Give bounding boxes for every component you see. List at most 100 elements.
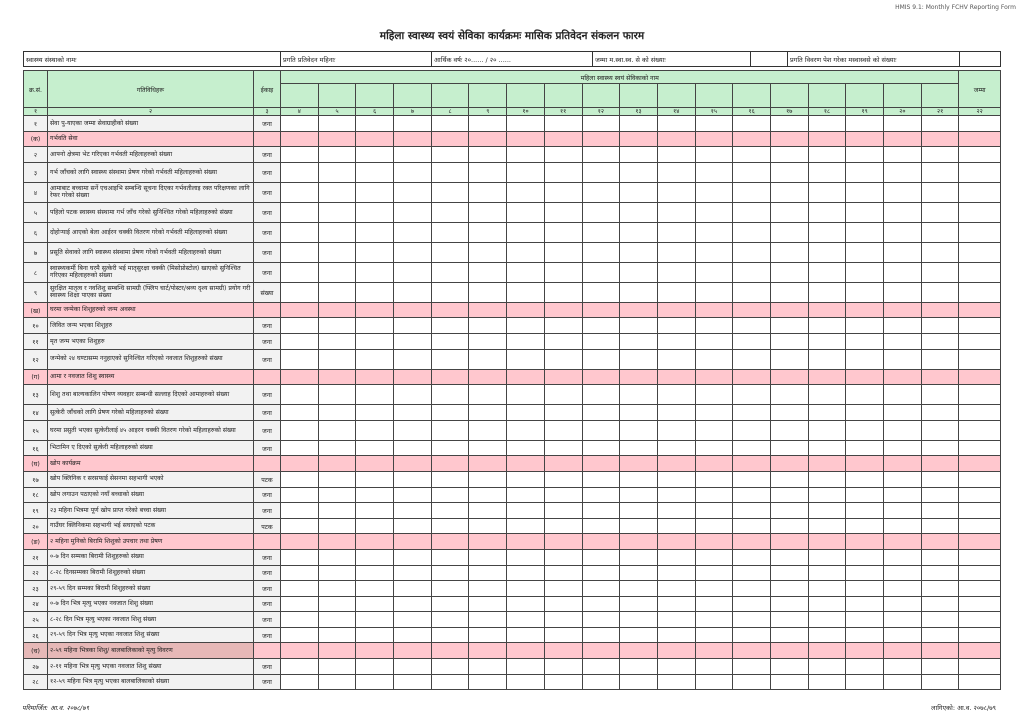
value-cell[interactable]	[430, 595, 470, 613]
fchv-name-cell[interactable]	[807, 83, 847, 108]
value-cell[interactable]	[355, 281, 395, 303]
value-cell[interactable]	[393, 301, 432, 319]
value-cell[interactable]	[769, 317, 809, 334]
value-cell[interactable]	[468, 419, 508, 441]
value-cell[interactable]	[694, 348, 734, 370]
value-cell[interactable]	[355, 611, 395, 628]
value-cell[interactable]	[468, 626, 508, 644]
value-cell[interactable]	[807, 419, 847, 441]
value-cell[interactable]	[393, 201, 432, 223]
value-cell[interactable]	[581, 533, 621, 550]
value-cell[interactable]	[769, 611, 809, 628]
value-cell[interactable]	[280, 368, 319, 386]
value-cell[interactable]	[807, 181, 847, 203]
value-cell[interactable]	[317, 517, 357, 535]
value-cell[interactable]	[468, 673, 508, 691]
value-cell[interactable]	[355, 181, 395, 203]
value-cell[interactable]	[694, 301, 734, 319]
value-cell[interactable]	[920, 517, 960, 535]
total-cell[interactable]	[958, 281, 1001, 303]
value-cell[interactable]	[280, 580, 319, 597]
value-cell[interactable]	[543, 486, 583, 504]
value-cell[interactable]	[317, 201, 357, 223]
value-cell[interactable]	[807, 455, 847, 472]
total-cell[interactable]	[958, 241, 1001, 263]
value-cell[interactable]	[732, 115, 771, 132]
value-cell[interactable]	[656, 595, 696, 613]
value-cell[interactable]	[694, 332, 734, 350]
value-cell[interactable]	[732, 404, 771, 421]
value-cell[interactable]	[355, 201, 395, 223]
value-cell[interactable]	[732, 281, 771, 303]
value-cell[interactable]	[430, 517, 470, 535]
value-cell[interactable]	[506, 580, 545, 597]
value-cell[interactable]	[807, 115, 847, 132]
value-cell[interactable]	[732, 317, 771, 334]
value-cell[interactable]	[807, 580, 847, 597]
value-cell[interactable]	[732, 181, 771, 203]
value-cell[interactable]	[430, 146, 470, 163]
value-cell[interactable]	[430, 486, 470, 504]
value-cell[interactable]	[883, 642, 922, 660]
total-cell[interactable]	[958, 564, 1001, 582]
value-cell[interactable]	[883, 626, 922, 644]
value-cell[interactable]	[694, 517, 734, 535]
value-cell[interactable]	[694, 404, 734, 421]
value-cell[interactable]	[619, 368, 658, 386]
value-cell[interactable]	[883, 564, 922, 582]
value-cell[interactable]	[317, 673, 357, 691]
value-cell[interactable]	[543, 626, 583, 644]
value-cell[interactable]	[468, 146, 508, 163]
value-cell[interactable]	[732, 439, 771, 457]
value-cell[interactable]	[280, 470, 319, 488]
value-cell[interactable]	[920, 611, 960, 628]
fchv-name-cell[interactable]	[619, 83, 658, 108]
value-cell[interactable]	[581, 317, 621, 334]
value-cell[interactable]	[543, 201, 583, 223]
value-cell[interactable]	[845, 533, 884, 550]
value-cell[interactable]	[769, 384, 809, 406]
value-cell[interactable]	[732, 486, 771, 504]
value-cell[interactable]	[393, 455, 432, 472]
value-cell[interactable]	[393, 384, 432, 406]
fchv-name-cell[interactable]	[769, 83, 809, 108]
value-cell[interactable]	[920, 533, 960, 550]
value-cell[interactable]	[807, 658, 847, 675]
value-cell[interactable]	[769, 161, 809, 183]
value-cell[interactable]	[619, 130, 658, 148]
value-cell[interactable]	[883, 486, 922, 504]
value-cell[interactable]	[317, 281, 357, 303]
value-cell[interactable]	[430, 564, 470, 582]
value-cell[interactable]	[694, 611, 734, 628]
value-cell[interactable]	[468, 241, 508, 263]
value-cell[interactable]	[430, 115, 470, 132]
value-cell[interactable]	[506, 595, 545, 613]
total-cell[interactable]	[958, 626, 1001, 644]
value-cell[interactable]	[430, 611, 470, 628]
total-cell[interactable]	[958, 517, 1001, 535]
value-cell[interactable]	[543, 548, 583, 566]
value-cell[interactable]	[845, 564, 884, 582]
value-cell[interactable]	[506, 502, 545, 519]
value-cell[interactable]	[732, 626, 771, 644]
value-cell[interactable]	[769, 533, 809, 550]
value-cell[interactable]	[845, 221, 884, 243]
total-fchv-input[interactable]	[750, 51, 788, 67]
value-cell[interactable]	[883, 580, 922, 597]
value-cell[interactable]	[845, 317, 884, 334]
value-cell[interactable]	[543, 455, 583, 472]
value-cell[interactable]	[732, 368, 771, 386]
value-cell[interactable]	[430, 439, 470, 457]
value-cell[interactable]	[694, 580, 734, 597]
value-cell[interactable]	[845, 301, 884, 319]
value-cell[interactable]	[807, 404, 847, 421]
value-cell[interactable]	[543, 642, 583, 660]
value-cell[interactable]	[468, 281, 508, 303]
value-cell[interactable]	[317, 384, 357, 406]
value-cell[interactable]	[656, 517, 696, 535]
value-cell[interactable]	[468, 384, 508, 406]
value-cell[interactable]	[506, 439, 545, 457]
value-cell[interactable]	[807, 502, 847, 519]
value-cell[interactable]	[807, 642, 847, 660]
value-cell[interactable]	[769, 502, 809, 519]
